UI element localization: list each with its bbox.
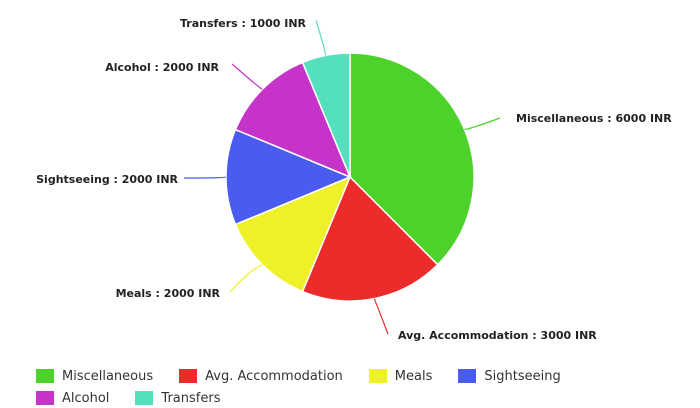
legend-swatch [458, 369, 477, 383]
data-label-miscellaneous: Miscellaneous : 6000 INR [516, 112, 672, 125]
legend-label: Transfers [161, 390, 221, 406]
legend-item-miscellaneous[interactable]: Miscellaneous [36, 366, 153, 386]
pie-slice-miscellaneous[interactable] [349, 52, 475, 266]
legend-swatch [368, 369, 387, 383]
legend-swatch [36, 369, 54, 383]
connector-line-meals [229, 264, 263, 293]
connector-line-alcohol [231, 63, 263, 90]
legend-label: Miscellaneous [62, 368, 154, 384]
pie-slice-avg-accommodation[interactable] [301, 175, 439, 302]
data-label-transfers: Transfers : 1000 INR [180, 17, 307, 30]
legend-item-meals[interactable]: Meals [368, 366, 433, 386]
connector-line-miscellaneous [464, 117, 501, 131]
data-label-meals: Meals : 2000 INR [116, 287, 221, 300]
connector-line-avg-accommodation [373, 298, 389, 335]
data-label-avg-accommodation: Avg. Accommodation : 3000 INR [398, 329, 597, 342]
pie-chart: Miscellaneous : 6000 INR Avg. Accommodati… [36, 17, 672, 342]
legend-item-alcohol[interactable]: Alcohol [36, 388, 109, 408]
legend-item-avg-accommodation[interactable]: Avg. Accommodation [179, 366, 343, 386]
legend-label: Meals [394, 368, 433, 384]
legend-swatch [36, 391, 54, 405]
connector-line-transfers [315, 19, 327, 56]
legend-label: Avg. Accommodation [205, 368, 343, 384]
connector-line-sightseeing [183, 176, 227, 179]
legend-item-sightseeing[interactable]: Sightseeing [458, 366, 561, 386]
data-label-sightseeing: Sightseeing : 2000 INR [36, 173, 178, 186]
pie-slice-meals[interactable] [234, 175, 352, 293]
legend-label: Alcohol [62, 390, 110, 406]
legend-label: Sightseeing [484, 368, 561, 384]
legend-swatch [135, 391, 154, 405]
chart-legend: Miscellaneous Avg. Accommodation Meals Sigh… [36, 366, 686, 408]
legend-item-transfers[interactable]: Transfers [135, 388, 220, 408]
legend-swatch [179, 369, 198, 383]
data-label-alcohol: Alcohol : 2000 INR [105, 61, 219, 74]
